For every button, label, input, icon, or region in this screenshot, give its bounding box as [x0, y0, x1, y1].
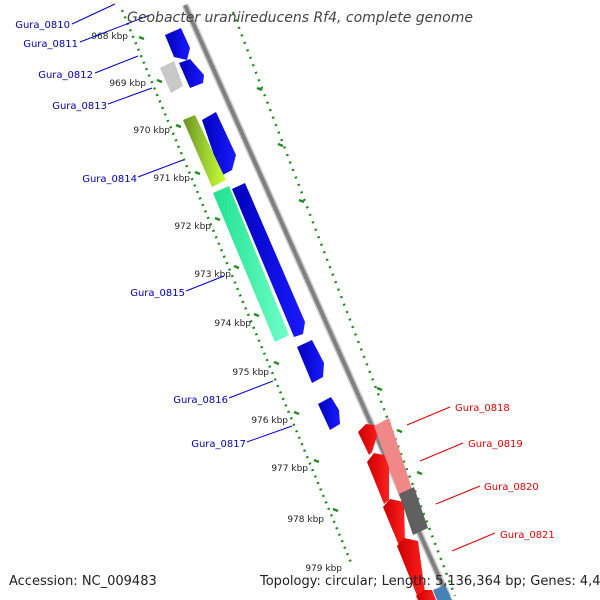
cds-forward[interactable] — [232, 183, 305, 337]
gene-label-gura-0815[interactable]: Gura_0815 — [130, 288, 185, 299]
leader-line — [419, 442, 464, 462]
cds-forward[interactable] — [297, 340, 324, 383]
gc-ticks — [256, 86, 423, 476]
kbp-label-979: 979 kbp — [305, 564, 342, 574]
kbp-label-977: 977 kbp — [271, 464, 308, 474]
kbp-label-976: 976 kbp — [251, 416, 288, 426]
leader-line — [185, 275, 225, 292]
kbp-label-974: 974 kbp — [214, 319, 251, 329]
kbp-label-971: 971 kbp — [153, 174, 190, 184]
kbp-label-972: 972 kbp — [174, 222, 211, 232]
cds-forward[interactable] — [318, 397, 340, 430]
gene-label-gura-0821[interactable]: Gura_0821 — [500, 530, 555, 541]
cds-reverse[interactable] — [358, 424, 380, 455]
cds-reverse[interactable] — [367, 453, 389, 504]
leader-line — [107, 87, 153, 105]
cds-reverse[interactable] — [397, 538, 425, 598]
cog-block-grey[interactable] — [160, 61, 183, 93]
gc-dotted-line — [231, 11, 457, 597]
cog-block-steelblue[interactable] — [433, 585, 452, 600]
kbp-label-978: 978 kbp — [287, 515, 324, 525]
cds-forward[interactable] — [165, 28, 190, 60]
leader-line — [451, 532, 496, 552]
leader-line — [435, 485, 481, 505]
ruler-major-ticks — [138, 35, 339, 513]
cog-block-dark-grey[interactable] — [399, 487, 428, 535]
gene-label-gura-0812[interactable]: Gura_0812 — [38, 70, 93, 81]
leader-line — [406, 406, 451, 426]
accession-text: Accession: NC_009483 — [9, 574, 157, 589]
cds-reverse[interactable] — [416, 590, 436, 600]
gene-label-gura-0811[interactable]: Gura_0811 — [23, 39, 78, 50]
leader-line — [246, 425, 293, 443]
kbp-label-970: 970 kbp — [133, 126, 170, 136]
gene-label-gura-0814[interactable]: Gura_0814 — [82, 174, 137, 185]
topology-text: Topology: circular; Length: 5,136,364 bp… — [260, 574, 600, 589]
cog-block-olive[interactable] — [183, 115, 226, 187]
leader-line — [71, 3, 116, 25]
leader-line — [228, 380, 274, 399]
cog-block-aqua[interactable] — [213, 186, 289, 342]
gene-label-gura-0810[interactable]: Gura_0810 — [15, 20, 70, 31]
cog-block-pink[interactable] — [374, 418, 413, 498]
kbp-label-975: 975 kbp — [232, 368, 269, 378]
cds-forward[interactable] — [202, 112, 236, 176]
cds-forward[interactable] — [179, 59, 204, 88]
gene-label-gura-0819[interactable]: Gura_0819 — [468, 439, 523, 450]
gene-label-gura-0813[interactable]: Gura_0813 — [52, 101, 107, 112]
gene-label-gura-0820[interactable]: Gura_0820 — [484, 482, 539, 493]
cds-reverse[interactable] — [383, 499, 405, 548]
gene-label-gura-0816[interactable]: Gura_0816 — [173, 395, 228, 406]
leader-line — [137, 159, 184, 178]
leader-line — [94, 55, 139, 74]
gene-label-gura-0817[interactable]: Gura_0817 — [191, 439, 246, 450]
kbp-label-973: 973 kbp — [194, 270, 231, 280]
gene-label-gura-0818[interactable]: Gura_0818 — [455, 403, 510, 414]
kbp-label-968: 968 kbp — [91, 32, 128, 42]
leader-line — [79, 14, 151, 43]
genome-title: Geobacter uraniireducens Rf4, complete g… — [127, 10, 473, 26]
kbp-label-969: 969 kbp — [109, 79, 146, 89]
